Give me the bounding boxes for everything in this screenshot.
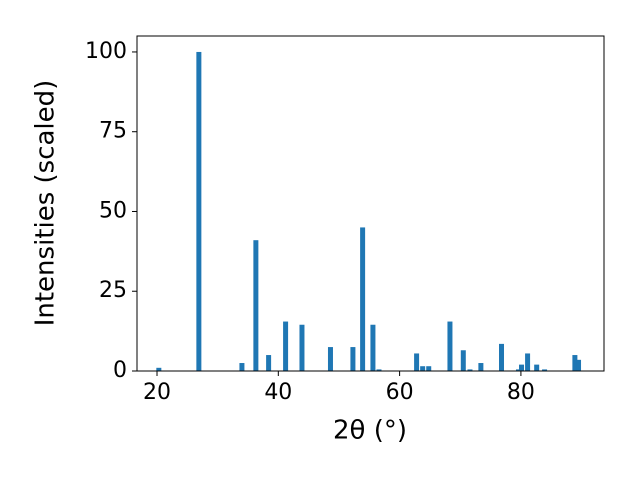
bar xyxy=(467,369,473,371)
plot-frame xyxy=(136,35,605,372)
bar xyxy=(515,369,521,371)
bar xyxy=(253,240,259,371)
bar xyxy=(370,324,376,371)
bar xyxy=(414,353,420,371)
bar xyxy=(426,366,432,371)
bar xyxy=(576,359,582,371)
bar xyxy=(156,367,162,371)
y-axis-title: Intensities (scaled) xyxy=(31,80,61,327)
bar xyxy=(196,51,202,371)
bar xyxy=(376,369,382,371)
bar xyxy=(447,321,453,371)
x-axis-title: 2θ (°) xyxy=(333,416,407,446)
bar xyxy=(239,363,245,371)
bar xyxy=(299,324,305,371)
bar xyxy=(572,355,578,371)
bar xyxy=(525,353,531,371)
x-tick-label: 80 xyxy=(507,380,535,405)
x-tick-label: 60 xyxy=(386,380,414,405)
bar xyxy=(499,343,505,371)
x-tick-label: 20 xyxy=(143,380,171,405)
bar xyxy=(283,321,289,371)
bar xyxy=(420,366,426,371)
bar xyxy=(460,350,466,371)
bar xyxy=(360,227,366,371)
x-tick-label: 40 xyxy=(264,380,292,405)
bar xyxy=(534,364,540,371)
bar xyxy=(350,347,356,371)
bar xyxy=(266,355,272,371)
bar xyxy=(478,363,484,371)
y-tick-label: 0 xyxy=(113,358,127,383)
bar xyxy=(542,369,548,371)
bar xyxy=(327,347,333,371)
y-tick-label: 25 xyxy=(99,278,127,303)
y-tick-label: 100 xyxy=(85,39,127,64)
y-tick-label: 75 xyxy=(99,119,127,144)
bar xyxy=(519,364,525,371)
y-tick-label: 50 xyxy=(99,198,127,223)
